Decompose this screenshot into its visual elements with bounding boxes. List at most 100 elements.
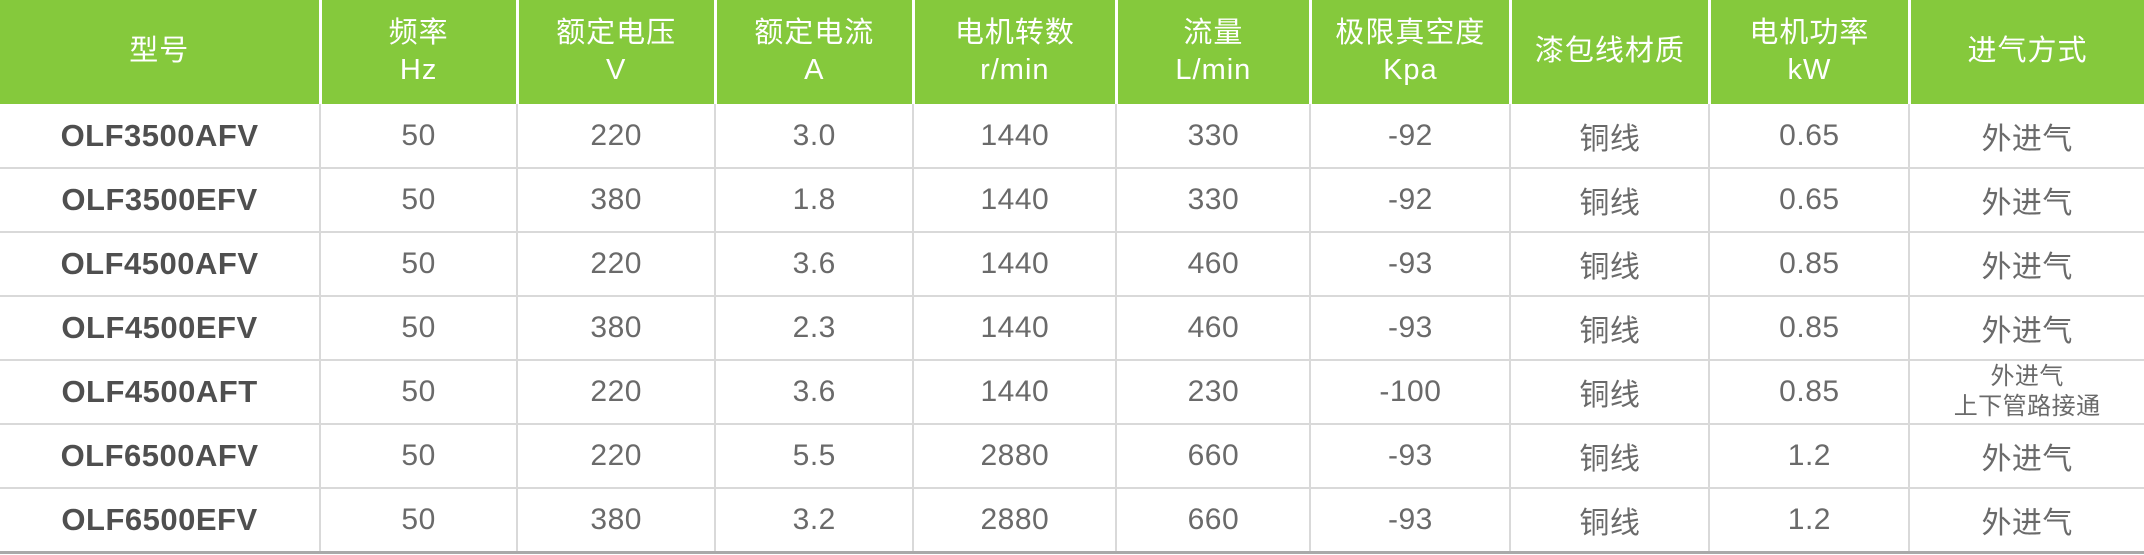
- cell: 2880: [912, 423, 1117, 488]
- cell: 380: [516, 295, 716, 360]
- col-header-unit: kW: [1787, 54, 1832, 86]
- cell: 380: [516, 167, 716, 232]
- cell: 0.65: [1708, 167, 1910, 232]
- col-header-unit: Hz: [399, 54, 438, 86]
- cell: 380: [516, 487, 716, 552]
- cell: 50: [319, 487, 518, 552]
- col-header-label: 型号: [129, 35, 190, 68]
- col-header-label: 极限真空度: [1335, 16, 1486, 49]
- model-cell: OLF4500EFV: [0, 295, 321, 360]
- cell: 铜线: [1509, 167, 1710, 232]
- cell: -93: [1309, 295, 1511, 360]
- cell: 460: [1115, 231, 1311, 296]
- cell: 230: [1115, 359, 1311, 424]
- col-header-unit: A: [804, 54, 825, 86]
- col-header-intake-mode: 进气方式: [1907, 0, 2144, 104]
- cell: 外进气: [1908, 231, 2144, 296]
- cell: 660: [1115, 423, 1311, 488]
- col-header-label: 电机功率: [1749, 16, 1870, 49]
- cell: -92: [1309, 167, 1511, 232]
- cell: 330: [1115, 104, 1311, 168]
- col-header-label: 额定电流: [754, 16, 875, 49]
- cell: 50: [319, 295, 518, 360]
- cell: 0.85: [1708, 231, 1910, 296]
- col-header-flow-rate: 流量 L/min: [1114, 0, 1311, 104]
- cell: 220: [516, 104, 716, 168]
- cell: 660: [1115, 487, 1311, 552]
- cell: 460: [1115, 295, 1311, 360]
- cell: 3.6: [714, 231, 914, 296]
- col-header-wire-material: 漆包线材质: [1508, 0, 1710, 104]
- cell: 0.85: [1708, 295, 1910, 360]
- cell: 铜线: [1509, 231, 1710, 296]
- col-header-unit: L/min: [1175, 54, 1252, 86]
- cell: 3.0: [714, 104, 914, 168]
- cell: 50: [319, 167, 518, 232]
- model-cell: OLF3500EFV: [0, 167, 321, 232]
- cell: 铜线: [1509, 104, 1710, 168]
- table-row: OLF3500EFV 50 380 1.8 1440 330 -92 铜线 0.…: [0, 167, 2144, 232]
- cell: 外进气 上下管路接通: [1908, 359, 2144, 424]
- cell: 1.2: [1708, 487, 1910, 552]
- col-header-label: 进气方式: [1967, 35, 2088, 68]
- col-header-unit: r/min: [980, 54, 1050, 86]
- table-header: 型号 频率 Hz 额定电压 V 额定电流 A 电机转数 r/min 流量 L/min 极限…: [0, 0, 2144, 104]
- model-cell: OLF6500AFV: [0, 423, 321, 488]
- table-row: OLF6500EFV 50 380 3.2 2880 660 -93 铜线 1.…: [0, 487, 2144, 552]
- col-header-label: 频率: [388, 16, 449, 49]
- cell: 3.6: [714, 359, 914, 424]
- model-cell: OLF6500EFV: [0, 487, 321, 552]
- cell: 330: [1115, 167, 1311, 232]
- col-header-label: 额定电压: [556, 16, 677, 49]
- cell: 铜线: [1509, 295, 1710, 360]
- cell: 2.3: [714, 295, 914, 360]
- cell: -93: [1309, 487, 1511, 552]
- cell: -100: [1309, 359, 1511, 424]
- col-header-frequency: 频率 Hz: [318, 0, 518, 104]
- col-header-unit: V: [606, 54, 627, 86]
- cell: 1.2: [1708, 423, 1910, 488]
- cell: 50: [319, 231, 518, 296]
- cell: 1440: [912, 295, 1117, 360]
- cell: 0.65: [1708, 104, 1910, 168]
- cell: 铜线: [1509, 359, 1710, 424]
- cell: 220: [516, 231, 716, 296]
- table-row: OLF4500EFV 50 380 2.3 1440 460 -93 铜线 0.…: [0, 295, 2144, 360]
- cell: 1.8: [714, 167, 914, 232]
- col-header-unit: Kpa: [1383, 54, 1438, 86]
- cell: 外进气: [1908, 104, 2144, 168]
- table-row: OLF4500AFT 50 220 3.6 1440 230 -100 铜线 0…: [0, 359, 2144, 424]
- cell: 50: [319, 423, 518, 488]
- col-header-rated-voltage: 额定电压 V: [515, 0, 716, 104]
- cell: -93: [1309, 423, 1511, 488]
- cell: 50: [319, 359, 518, 424]
- cell: -92: [1309, 104, 1511, 168]
- cell: 50: [319, 104, 518, 168]
- cell: 1440: [912, 167, 1117, 232]
- col-header-rated-current: 额定电流 A: [713, 0, 914, 104]
- model-cell: OLF3500AFV: [60, 117, 259, 153]
- cell: 1440: [912, 104, 1117, 168]
- col-header-model: 型号: [0, 0, 321, 104]
- col-header-label: 流量: [1183, 16, 1244, 49]
- cell: -93: [1309, 231, 1511, 296]
- cell: 外进气: [1908, 487, 2144, 552]
- cell: 5.5: [714, 423, 914, 488]
- cell: 1440: [912, 359, 1117, 424]
- cell: 铜线: [1509, 487, 1710, 552]
- col-header-motor-speed: 电机转数 r/min: [911, 0, 1117, 104]
- cell: 2880: [912, 487, 1117, 552]
- header-row: 型号 频率 Hz 额定电压 V 额定电流 A 电机转数 r/min 流量 L/min 极限…: [0, 0, 2144, 104]
- cell: 1440: [912, 231, 1117, 296]
- cell: 3.2: [714, 487, 914, 552]
- table-row: OLF3500AFV 50 220 3.0 1440 330 -92 铜线 0.…: [0, 104, 2144, 168]
- table-row: OLF4500AFV 50 220 3.6 1440 460 -93 铜线 0.…: [0, 231, 2144, 296]
- table-row: OLF6500AFV 50 220 5.5 2880 660 -93 铜线 1.…: [0, 423, 2144, 488]
- col-header-label: 漆包线材质: [1534, 35, 1685, 68]
- col-header-motor-power: 电机功率 kW: [1707, 0, 1910, 104]
- model-cell: OLF4500AFT: [0, 359, 321, 424]
- cell: 220: [516, 359, 716, 424]
- cell: 铜线: [1509, 423, 1710, 488]
- cell: 外进气: [1908, 295, 2144, 360]
